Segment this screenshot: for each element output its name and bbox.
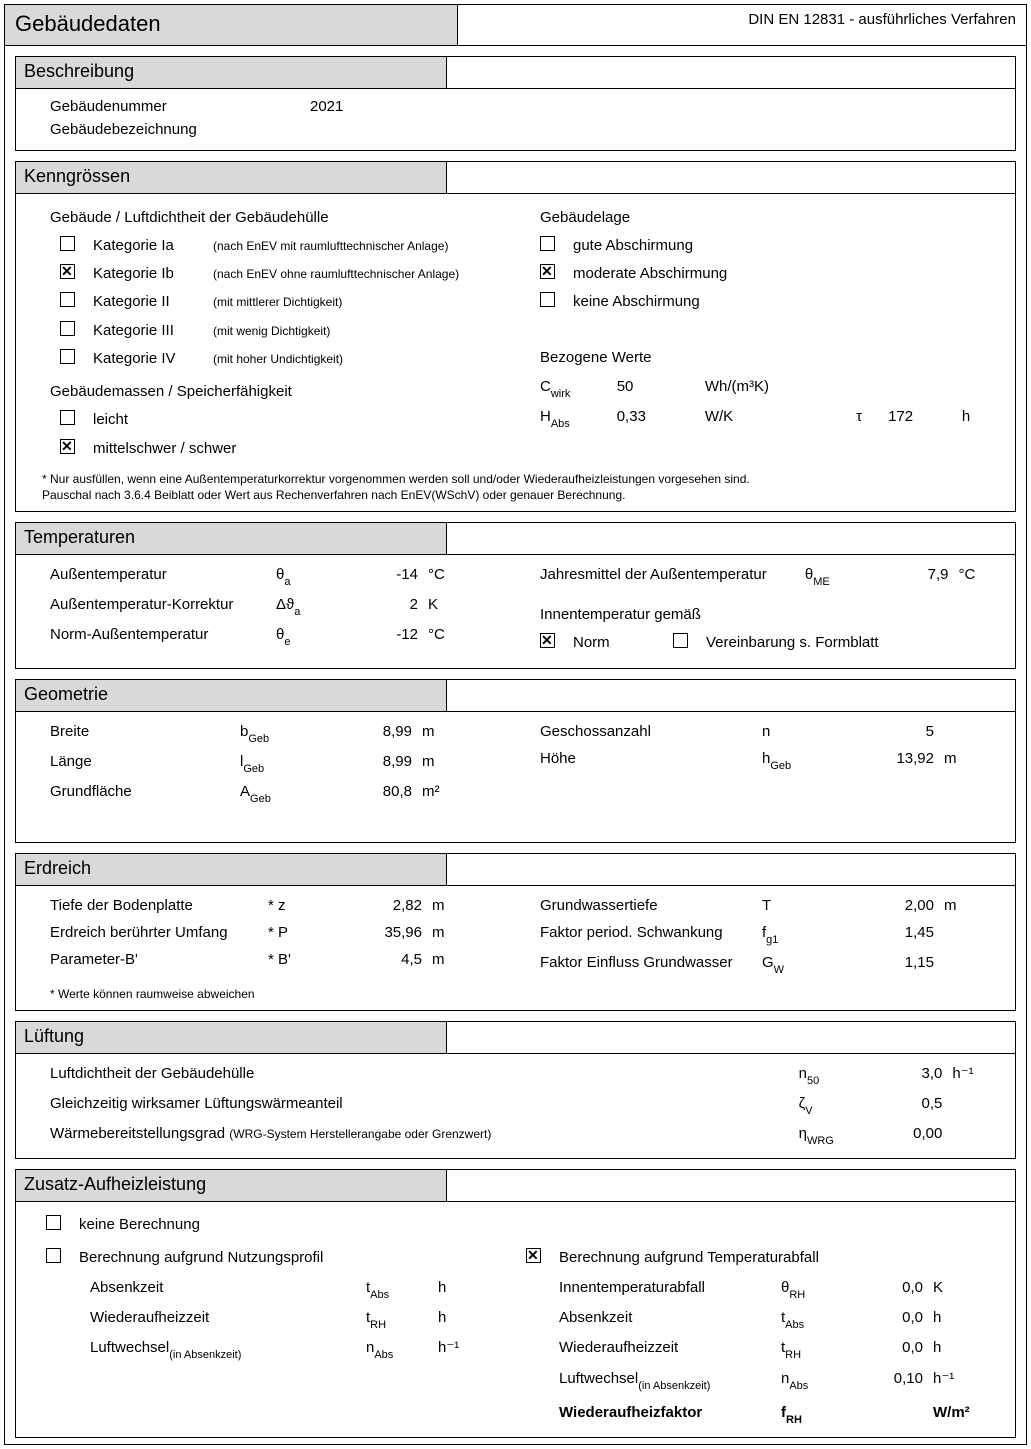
nutzungsprofil-label: Berechnung aufgrund Nutzungsprofil [79,1246,323,1269]
checkbox-lage-1[interactable] [540,264,555,279]
bezogene-werte-label: Bezogene Werte [540,346,1005,369]
habs-value: 0,33 [611,403,705,433]
kategorie-label: Kategorie IV [93,347,213,370]
temperaturabfall-table: InnentemperaturabfallθRH0,0KAbsenkzeittA… [559,1274,985,1394]
wiederaufheizfaktor-row: Wiederaufheizfaktor fRH W/m² [559,1399,985,1429]
tau-unit: h [927,403,1005,433]
kategorie-label: Kategorie Ia [93,234,213,257]
habs-unit: W/K [705,403,814,433]
lueftung-header: Lüftung [16,1022,447,1054]
geometrie-header: Geometrie [16,680,447,712]
title-bar: Gebäudedaten DIN EN 12831 - ausführliche… [5,5,1026,46]
keine-berechnung-label: keine Berechnung [79,1213,200,1236]
gebaeudebezeichnung-label: Gebäudebezeichnung [50,118,310,141]
kenngroessen-footnote: * Nur ausfüllen, wenn eine Außentemperat… [42,471,1005,503]
tau-symbol: τ [813,403,874,433]
kategorie-note: (mit hoher Undichtigkeit) [213,350,343,369]
beschreibung-header: Beschreibung [16,57,447,89]
kategorie-label: Kategorie III [93,319,213,342]
gebaeudenummer-label: Gebäudenummer [50,95,310,118]
temperaturabfall-label: Berechnung aufgrund Temperaturabfall [559,1246,819,1269]
erdreich-right-table: GrundwassertiefeT2,00mFaktor period. Sch… [540,892,996,979]
section-geometrie: Geometrie BreitebGeb8,99mLängelGeb8,99mG… [15,679,1016,843]
section-zusatz: Zusatz-Aufheizleistung keine Berechnung … [15,1169,1016,1438]
masse-option-label: mittelschwer / schwer [93,437,236,460]
checkbox-vereinbarung[interactable] [673,633,688,648]
kenngroessen-header: Kenngrössen [16,162,447,194]
jahresmittel-row: Jahresmittel der Außentemperatur θME 7,9… [540,561,1005,591]
nutzungsprofil-table: AbsenkzeittAbshWiederaufheizzeittRHhLuft… [90,1274,490,1364]
lage-label: gute Abschirmung [573,234,693,257]
kategorie-label: Kategorie II [93,290,213,313]
innentemp-label: Innentemperatur gemäß [540,603,1005,626]
checkbox-masse-1[interactable] [60,439,75,454]
geometrie-right-table: Geschossanzahln5HöhehGeb13,92m [540,718,996,775]
wiederaufheizfaktor-unit: W/m² [933,1399,985,1429]
checkbox-kategorie-1[interactable] [60,264,75,279]
checkbox-norm[interactable] [540,633,555,648]
masse-label: Gebäudemassen / Speicherfähigkeit [50,380,540,403]
lueftung-table: Luftdichtheit der Gebäudehüllen503,0h⁻¹G… [50,1060,1005,1150]
lage-label: keine Abschirmung [573,290,700,313]
section-beschreibung: Beschreibung Gebäudenummer 2021 Gebäudeb… [15,56,1016,151]
tau-value: 172 [874,403,927,433]
checkbox-kategorie-4[interactable] [60,349,75,364]
kategorie-note: (mit wenig Dichtigkeit) [213,322,330,341]
bezogene-werte-table: Cwirk 50 Wh/(m³K) HAbs 0,33 W/K τ 172 h [540,373,1005,433]
checkbox-lage-0[interactable] [540,236,555,251]
section-temperaturen: Temperaturen Außentemperaturθa-14°CAußen… [15,522,1016,669]
jahresmittel-unit: °C [959,561,1005,591]
lage-label: moderate Abschirmung [573,262,727,285]
cwirk-unit: Wh/(m³K) [705,373,814,403]
checkbox-temperaturabfall[interactable] [526,1248,541,1263]
checkbox-keine-berechnung[interactable] [46,1215,61,1230]
norm-label: Norm [573,631,673,654]
cwirk-value: 50 [611,373,705,403]
erdreich-footnote: * Werte können raumweise abweichen [50,986,540,1002]
page-title: Gebäudedaten [5,5,458,45]
masse-option-label: leicht [93,408,128,431]
wiederaufheizfaktor-label: Wiederaufheizfaktor [559,1399,781,1429]
geometrie-left-table: BreitebGeb8,99mLängelGeb8,99mGrundfläche… [50,718,474,808]
temperaturen-header: Temperaturen [16,523,447,555]
zusatz-header: Zusatz-Aufheizleistung [16,1170,447,1202]
kategorie-note: (nach EnEV ohne raumlufttechnischer Anla… [213,265,459,284]
kategorie-label: Kategorie Ib [93,262,213,285]
checkbox-kategorie-3[interactable] [60,321,75,336]
gebaeudelage-label: Gebäudelage [540,206,1005,229]
vereinbarung-label: Vereinbarung s. Formblatt [706,631,879,654]
checkbox-masse-0[interactable] [60,410,75,425]
section-erdreich: Erdreich Tiefe der Bodenplatte* z2,82mEr… [15,853,1016,1011]
temperaturen-left-table: Außentemperaturθa-14°CAußentemperatur-Ko… [50,561,480,651]
checkbox-kategorie-2[interactable] [60,292,75,307]
page: Gebäudedaten DIN EN 12831 - ausführliche… [4,4,1027,1445]
checkbox-lage-2[interactable] [540,292,555,307]
jahresmittel-value: 7,9 [869,561,958,591]
erdreich-header: Erdreich [16,854,447,886]
section-kenngroessen: Kenngrössen Gebäude / Luftdichtheit der … [15,161,1016,513]
kategorie-note: (mit mittlerer Dichtigkeit) [213,293,342,312]
standard-label: DIN EN 12831 - ausführliches Verfahren [458,5,1026,45]
kategorie-note: (nach EnEV mit raumlufttechnischer Anlag… [213,237,448,256]
jahresmittel-label: Jahresmittel der Außentemperatur [540,561,805,591]
luftdichtheit-label: Gebäude / Luftdichtheit der Gebäudehülle [50,206,540,229]
checkbox-kategorie-0[interactable] [60,236,75,251]
checkbox-nutzungsprofil[interactable] [46,1248,61,1263]
gebaeudenummer-value: 2021 [310,95,343,118]
erdreich-left-table: Tiefe der Bodenplatte* z2,82mErdreich be… [50,892,484,974]
section-lueftung: Lüftung Luftdichtheit der Gebäudehüllen5… [15,1021,1016,1159]
